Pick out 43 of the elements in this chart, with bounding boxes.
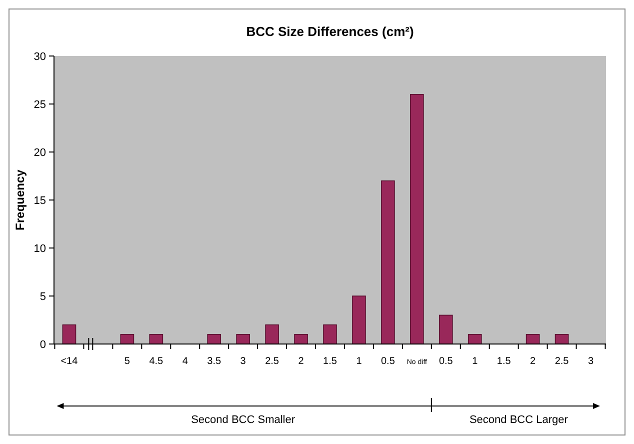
x-tick-label: 1 xyxy=(472,356,478,367)
bar xyxy=(468,334,482,344)
x-tick-label: 2 xyxy=(530,356,536,367)
bar xyxy=(120,334,134,344)
bar xyxy=(323,324,337,344)
bar xyxy=(352,296,366,344)
bar xyxy=(381,180,395,344)
y-tick-label: 30 xyxy=(34,51,46,63)
x-tick-label: 0.5 xyxy=(438,356,454,367)
bar xyxy=(236,334,250,344)
y-tick-label: 5 xyxy=(40,291,46,303)
x-tick-label: 4.5 xyxy=(149,356,164,367)
x-tick-label: 3 xyxy=(588,356,594,367)
x-tick-label: 2 xyxy=(298,356,304,367)
bar xyxy=(526,334,540,344)
y-tick-label: 15 xyxy=(34,195,46,207)
bar xyxy=(149,334,164,344)
text: Second BCC Larger xyxy=(469,414,568,426)
x-tick-label: 5 xyxy=(124,356,130,367)
x-tick-label: 2.5 xyxy=(554,356,570,367)
y-tick-label: 20 xyxy=(34,147,46,159)
x-tick-label: 3 xyxy=(240,356,246,367)
x-tick-label: 1.5 xyxy=(323,356,338,367)
x-tick-label: 1 xyxy=(356,356,362,367)
y-tick-label: 25 xyxy=(34,99,46,111)
bar xyxy=(410,94,424,344)
x-tick-label: 4 xyxy=(182,356,188,367)
bar xyxy=(62,324,76,344)
y-axis-title: Frequency xyxy=(13,169,27,230)
bar xyxy=(438,314,453,344)
y-tick-label: 10 xyxy=(34,243,46,255)
x-tick-label: 2.5 xyxy=(265,356,280,367)
x-tick-label: <14 xyxy=(60,356,78,367)
chart-title: BCC Size Differences (cm²) xyxy=(246,24,414,39)
x-tick-label: 1.5 xyxy=(496,356,512,367)
x-tick-label: 3.5 xyxy=(207,356,222,367)
bar xyxy=(265,324,279,344)
bar xyxy=(207,334,222,344)
bar xyxy=(554,334,569,344)
bar xyxy=(294,334,308,344)
y-tick-label: 0 xyxy=(40,339,46,351)
x-tick-label: 0.5 xyxy=(381,356,396,367)
text: Second BCC Smaller xyxy=(191,414,296,426)
